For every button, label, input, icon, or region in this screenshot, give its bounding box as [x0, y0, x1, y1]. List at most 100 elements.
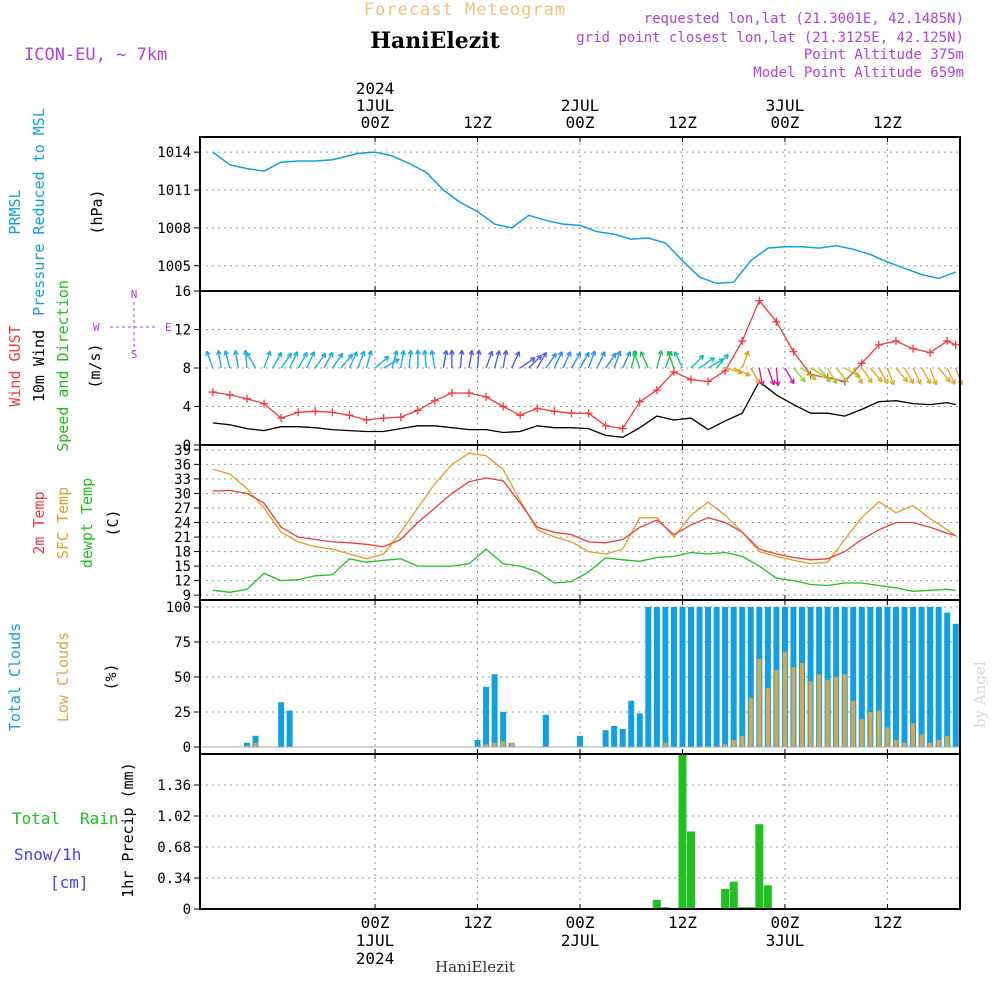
- legend-rain: Rain: [80, 809, 119, 828]
- time-label-top: 12Z: [668, 113, 697, 132]
- time-label-top: 00Z: [770, 113, 799, 132]
- wind-direction-arrow: [570, 351, 582, 369]
- wind-direction-arrow: [946, 367, 956, 385]
- gridpoint-coords: grid point closest lon,lat (21.3125E, 42…: [576, 30, 964, 46]
- total-cloud-bar: [807, 607, 814, 747]
- low-cloud-bar: [791, 667, 796, 747]
- wind-direction-arrow: [716, 353, 729, 369]
- total-cloud-bar: [764, 607, 771, 747]
- y-tick-label: 8: [183, 361, 191, 377]
- compass-w: W: [93, 321, 100, 334]
- total-cloud-bar: [577, 735, 583, 747]
- wind-direction-arrow: [579, 351, 590, 369]
- point-altitude: Point Altitude 375m: [804, 47, 964, 63]
- legend-cm: [cm]: [50, 873, 89, 892]
- total-cloud-bar: [875, 607, 882, 747]
- total-cloud-bar: [892, 607, 899, 747]
- time-label-top: 2JUL: [561, 96, 600, 115]
- panel-label: dewpt Temp: [78, 478, 96, 568]
- low-cloud-bar: [757, 658, 762, 747]
- precip-bar: [755, 824, 764, 909]
- total-cloud-bar: [500, 712, 507, 747]
- wind-direction-arrow: [263, 350, 272, 369]
- total-cloud-bar: [619, 728, 626, 747]
- total-cloud-bar: [602, 730, 609, 747]
- wind-gust-marker: [635, 397, 644, 406]
- low-cloud-bar: [928, 742, 933, 747]
- model-label: ICON-EU, ~ 7km: [24, 45, 167, 65]
- y-tick-label: 18: [174, 545, 191, 561]
- panel-label: (C): [104, 509, 122, 536]
- low-cloud-bar: [808, 681, 813, 747]
- panel-label: (hPa): [88, 189, 106, 234]
- low-cloud-bar: [509, 742, 514, 747]
- model-altitude: Model Point Altitude 659m: [753, 65, 964, 81]
- wind-direction-arrow: [801, 367, 817, 381]
- wind-direction-arrow: [223, 350, 231, 369]
- wind-direction-arrow: [429, 349, 436, 369]
- wind-direction-arrow: [920, 367, 932, 385]
- total-cloud-bar: [474, 740, 481, 747]
- low-cloud-bar: [782, 651, 787, 747]
- dewpoint-line: [212, 548, 956, 593]
- y-tick-label: 36: [174, 457, 191, 473]
- wind-direction-arrow: [758, 367, 765, 387]
- wind-direction-arrow: [545, 352, 557, 369]
- wind-gust-marker: [550, 407, 559, 416]
- time-label-bottom: 2JUL: [561, 931, 600, 950]
- wind-direction-arrow: [502, 349, 509, 369]
- wind-direction-arrow: [458, 349, 465, 369]
- total-cloud-bar: [705, 607, 712, 747]
- low-cloud-bar: [492, 742, 497, 747]
- total-cloud-bar: [850, 607, 857, 747]
- y-tick-label: 0: [183, 902, 191, 918]
- wind-direction-arrow: [383, 358, 400, 369]
- wind-gust-marker: [951, 340, 960, 349]
- low-cloud-bar: [731, 740, 736, 747]
- panel-label: 10m Wind: [30, 330, 48, 402]
- low-cloud-bar: [740, 735, 745, 747]
- wind-gust-marker: [413, 406, 422, 415]
- total-cloud-bar: [670, 607, 677, 747]
- clouds-panel: 0 25 50 75 100 Total Clouds Low Clouds (%): [6, 599, 961, 756]
- pressure-panel: 1005 1008 1011 1014 PRMSL Pressure Reduced to…: [6, 108, 961, 316]
- wind-gust-marker: [891, 337, 900, 346]
- wind-gust-marker: [584, 409, 593, 418]
- wind-gust-marker: [362, 415, 371, 424]
- y-tick-label: 27: [174, 501, 191, 517]
- y-tick-label: 1005: [157, 259, 191, 275]
- footer-location: HaniElezit: [435, 958, 515, 976]
- wind-gust-marker: [447, 389, 456, 398]
- wind-direction-arrow: [280, 352, 293, 369]
- wind-gust-marker: [704, 377, 713, 386]
- total-cloud-bar: [679, 607, 686, 747]
- precip-bar: [687, 831, 696, 909]
- y-tick-label: 100: [166, 600, 191, 616]
- wind-direction-arrow: [929, 367, 938, 386]
- total-cloud-bar: [278, 702, 285, 747]
- compass-s: S: [131, 348, 138, 361]
- y-tick-label: 24: [174, 516, 191, 532]
- wind-direction-arrow: [271, 351, 283, 369]
- low-cloud-bar: [876, 710, 881, 747]
- wind-gust-marker: [943, 337, 952, 346]
- wind-direction-arrow: [553, 351, 563, 369]
- panel-border: [199, 136, 961, 292]
- low-cloud-bar: [774, 670, 779, 747]
- wind-direction-arrow: [835, 367, 849, 383]
- y-tick-label: 4: [183, 400, 191, 416]
- y-tick-label: 0.68: [157, 840, 191, 856]
- y-tick-label: 30: [174, 486, 191, 502]
- panel-label: 1hr Precip (mm): [119, 762, 137, 897]
- total-cloud-bar: [645, 607, 652, 747]
- wind-gust-marker: [260, 399, 269, 408]
- panel-label: (%): [102, 663, 120, 690]
- wind-direction-arrow: [340, 353, 354, 369]
- wind-direction-arrow: [656, 350, 664, 369]
- total-cloud-bar: [636, 713, 643, 747]
- wind-gust-marker: [909, 344, 918, 353]
- wind-direction-arrow: [331, 352, 344, 369]
- wind-direction-arrow: [639, 351, 649, 369]
- low-cloud-bar: [723, 744, 728, 747]
